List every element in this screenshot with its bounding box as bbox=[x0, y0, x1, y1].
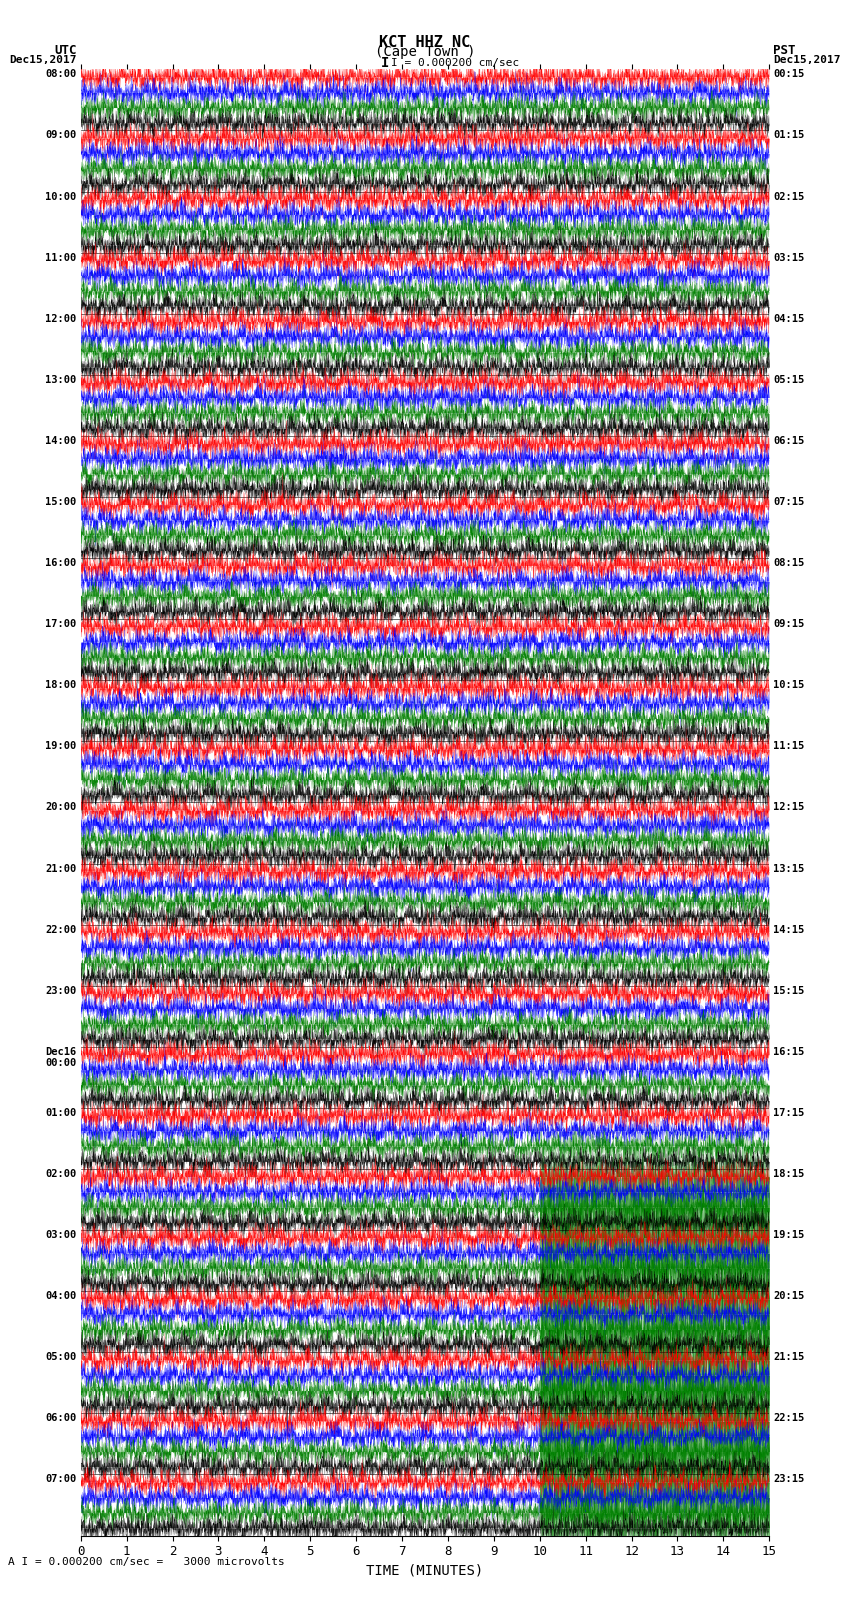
Text: UTC: UTC bbox=[54, 44, 76, 56]
Text: 21:15: 21:15 bbox=[774, 1352, 805, 1363]
Text: 00:15: 00:15 bbox=[774, 69, 805, 79]
Text: 04:15: 04:15 bbox=[774, 313, 805, 324]
Text: 03:00: 03:00 bbox=[45, 1231, 76, 1240]
Text: 09:00: 09:00 bbox=[45, 131, 76, 140]
Text: 10:15: 10:15 bbox=[774, 681, 805, 690]
Text: 17:00: 17:00 bbox=[45, 619, 76, 629]
Text: 01:00: 01:00 bbox=[45, 1108, 76, 1118]
Text: A I = 0.000200 cm/sec =   3000 microvolts: A I = 0.000200 cm/sec = 3000 microvolts bbox=[8, 1557, 286, 1566]
Text: 04:00: 04:00 bbox=[45, 1290, 76, 1302]
Text: 21:00: 21:00 bbox=[45, 863, 76, 874]
Text: 12:00: 12:00 bbox=[45, 313, 76, 324]
Text: (Cape Town ): (Cape Town ) bbox=[375, 45, 475, 60]
Text: 23:15: 23:15 bbox=[774, 1474, 805, 1484]
Text: 17:15: 17:15 bbox=[774, 1108, 805, 1118]
Text: 19:15: 19:15 bbox=[774, 1231, 805, 1240]
Text: 03:15: 03:15 bbox=[774, 253, 805, 263]
Text: KCT HHZ NC: KCT HHZ NC bbox=[379, 35, 471, 50]
Text: 07:00: 07:00 bbox=[45, 1474, 76, 1484]
Text: 08:00: 08:00 bbox=[45, 69, 76, 79]
Text: 13:15: 13:15 bbox=[774, 863, 805, 874]
Text: 18:00: 18:00 bbox=[45, 681, 76, 690]
Text: 06:00: 06:00 bbox=[45, 1413, 76, 1423]
Text: 16:00: 16:00 bbox=[45, 558, 76, 568]
Text: I: I bbox=[381, 56, 389, 71]
Text: 15:00: 15:00 bbox=[45, 497, 76, 506]
Text: 05:00: 05:00 bbox=[45, 1352, 76, 1363]
Text: 22:15: 22:15 bbox=[774, 1413, 805, 1423]
Text: 18:15: 18:15 bbox=[774, 1169, 805, 1179]
Text: 09:15: 09:15 bbox=[774, 619, 805, 629]
Text: 23:00: 23:00 bbox=[45, 986, 76, 995]
Text: Dec15,2017: Dec15,2017 bbox=[9, 55, 76, 65]
Text: 02:15: 02:15 bbox=[774, 192, 805, 202]
Text: 22:00: 22:00 bbox=[45, 924, 76, 934]
Text: 01:15: 01:15 bbox=[774, 131, 805, 140]
Text: 20:00: 20:00 bbox=[45, 803, 76, 813]
Text: 02:00: 02:00 bbox=[45, 1169, 76, 1179]
X-axis label: TIME (MINUTES): TIME (MINUTES) bbox=[366, 1565, 484, 1578]
Text: 13:00: 13:00 bbox=[45, 374, 76, 386]
Text: PST: PST bbox=[774, 44, 796, 56]
Text: I = 0.000200 cm/sec: I = 0.000200 cm/sec bbox=[391, 58, 519, 68]
Text: 19:00: 19:00 bbox=[45, 742, 76, 752]
Text: Dec16
00:00: Dec16 00:00 bbox=[45, 1047, 76, 1068]
Text: 08:15: 08:15 bbox=[774, 558, 805, 568]
Text: 11:00: 11:00 bbox=[45, 253, 76, 263]
Text: 14:15: 14:15 bbox=[774, 924, 805, 934]
Text: 14:00: 14:00 bbox=[45, 436, 76, 445]
Text: 20:15: 20:15 bbox=[774, 1290, 805, 1302]
Text: 06:15: 06:15 bbox=[774, 436, 805, 445]
Text: 11:15: 11:15 bbox=[774, 742, 805, 752]
Text: 16:15: 16:15 bbox=[774, 1047, 805, 1057]
Text: 05:15: 05:15 bbox=[774, 374, 805, 386]
Text: 07:15: 07:15 bbox=[774, 497, 805, 506]
Text: Dec15,2017: Dec15,2017 bbox=[774, 55, 841, 65]
Text: 10:00: 10:00 bbox=[45, 192, 76, 202]
Text: 12:15: 12:15 bbox=[774, 803, 805, 813]
Text: 15:15: 15:15 bbox=[774, 986, 805, 995]
